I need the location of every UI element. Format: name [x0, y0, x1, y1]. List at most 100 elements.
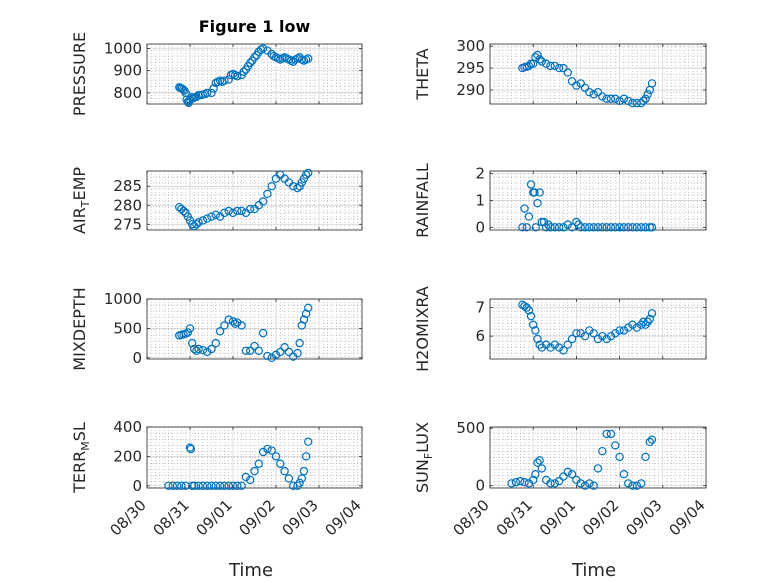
data-point	[647, 223, 657, 232]
data-point	[628, 481, 637, 490]
data-point	[522, 223, 531, 232]
data-point	[520, 478, 529, 487]
y-tick-label: 275	[113, 215, 142, 233]
data-point	[209, 84, 218, 93]
data-point	[224, 315, 233, 324]
axes-box	[146, 170, 363, 231]
data-point	[572, 81, 581, 90]
data-point	[194, 344, 203, 354]
y-tick-label: 0	[132, 349, 142, 367]
data-point	[304, 303, 313, 313]
y-axis-label: SUNFLUX	[413, 422, 435, 493]
data-point	[198, 216, 208, 225]
data-point	[559, 472, 568, 481]
data-point	[606, 429, 616, 439]
data-point	[518, 300, 527, 309]
data-point	[168, 481, 177, 490]
data-point	[245, 475, 255, 485]
axes-box	[146, 43, 363, 105]
data-point	[211, 210, 220, 219]
data-point	[524, 212, 534, 221]
data-point	[576, 329, 585, 338]
x-tick-label: 09/01	[193, 496, 236, 539]
data-point	[295, 478, 304, 488]
data-point	[239, 67, 248, 76]
data-point	[589, 223, 598, 232]
y-tick-label: 7	[475, 299, 485, 317]
subplot-terr-msl: 0 200 400 08/30 08/31 09/01 09/02 09/03 09/04 TER…	[70, 418, 365, 539]
data-point	[220, 321, 229, 330]
data-point	[598, 223, 607, 232]
data-point	[207, 212, 216, 221]
data-point	[533, 198, 542, 208]
data-point	[624, 96, 633, 106]
data-point	[563, 340, 572, 349]
data-point	[263, 444, 272, 454]
data-point	[181, 481, 190, 490]
data-point	[175, 202, 184, 212]
data-point	[245, 204, 255, 214]
data-point	[202, 347, 212, 357]
data-point	[301, 170, 311, 180]
data-point	[254, 346, 263, 355]
data-point	[529, 320, 538, 329]
data-point	[293, 348, 302, 358]
y-axis-label: MIXDEPTH	[70, 287, 89, 370]
data-point	[250, 341, 259, 351]
y-tick-label: 1000	[104, 290, 142, 308]
data-point	[606, 223, 616, 232]
subplot-rainfall: 0 1 2 RAINFALL	[413, 163, 707, 238]
data-point	[585, 479, 594, 488]
data-point	[598, 92, 607, 101]
data-point	[284, 178, 294, 187]
axes-box	[146, 298, 363, 360]
data-point	[637, 223, 646, 232]
data-point	[576, 79, 585, 88]
data-point	[284, 347, 294, 357]
data-point	[237, 206, 246, 216]
x-axis-title-right: Time	[571, 560, 616, 581]
data-point	[529, 475, 538, 485]
data-point	[224, 206, 233, 216]
axes-box	[146, 426, 363, 489]
y-tick-label: 1	[475, 192, 485, 210]
subplot-sun-flux: 0 500 08/30 08/31 09/01 09/02 09/03 09/04 SUNFLU…	[413, 419, 709, 539]
data-point	[559, 223, 568, 232]
data-point	[559, 63, 568, 73]
data-point	[220, 208, 229, 218]
data-point	[185, 443, 195, 452]
data-point	[537, 57, 547, 66]
data-point	[516, 476, 525, 486]
data-point	[576, 479, 585, 488]
data-point	[194, 218, 203, 227]
data-point	[580, 481, 590, 490]
data-point	[301, 309, 311, 318]
subplot-h2omixra: 6 7 H2OMIXRA	[413, 286, 707, 372]
data-point	[533, 334, 542, 344]
data-point	[258, 328, 268, 338]
data-point	[258, 44, 268, 53]
y-tick-label: 2	[475, 165, 485, 183]
data-point	[263, 351, 272, 361]
data-point	[198, 481, 208, 490]
y-axis-label: H2OMIXRA	[413, 286, 432, 372]
data-point	[624, 323, 633, 332]
data-point	[207, 88, 216, 98]
x-tick-label: 09/03	[622, 496, 665, 539]
data-point	[190, 344, 199, 354]
data-point	[224, 75, 233, 84]
data-point	[615, 96, 624, 106]
data-point	[518, 223, 527, 232]
data-point	[220, 76, 229, 85]
data-point	[228, 481, 238, 490]
data-point	[628, 223, 637, 232]
data-point	[645, 437, 655, 447]
data-point	[207, 481, 216, 490]
data-point	[624, 479, 633, 488]
data-point	[580, 223, 590, 232]
x-tick-label: 09/01	[536, 496, 579, 539]
data-point	[220, 481, 229, 490]
data-point	[554, 63, 564, 73]
data-point	[263, 189, 272, 199]
